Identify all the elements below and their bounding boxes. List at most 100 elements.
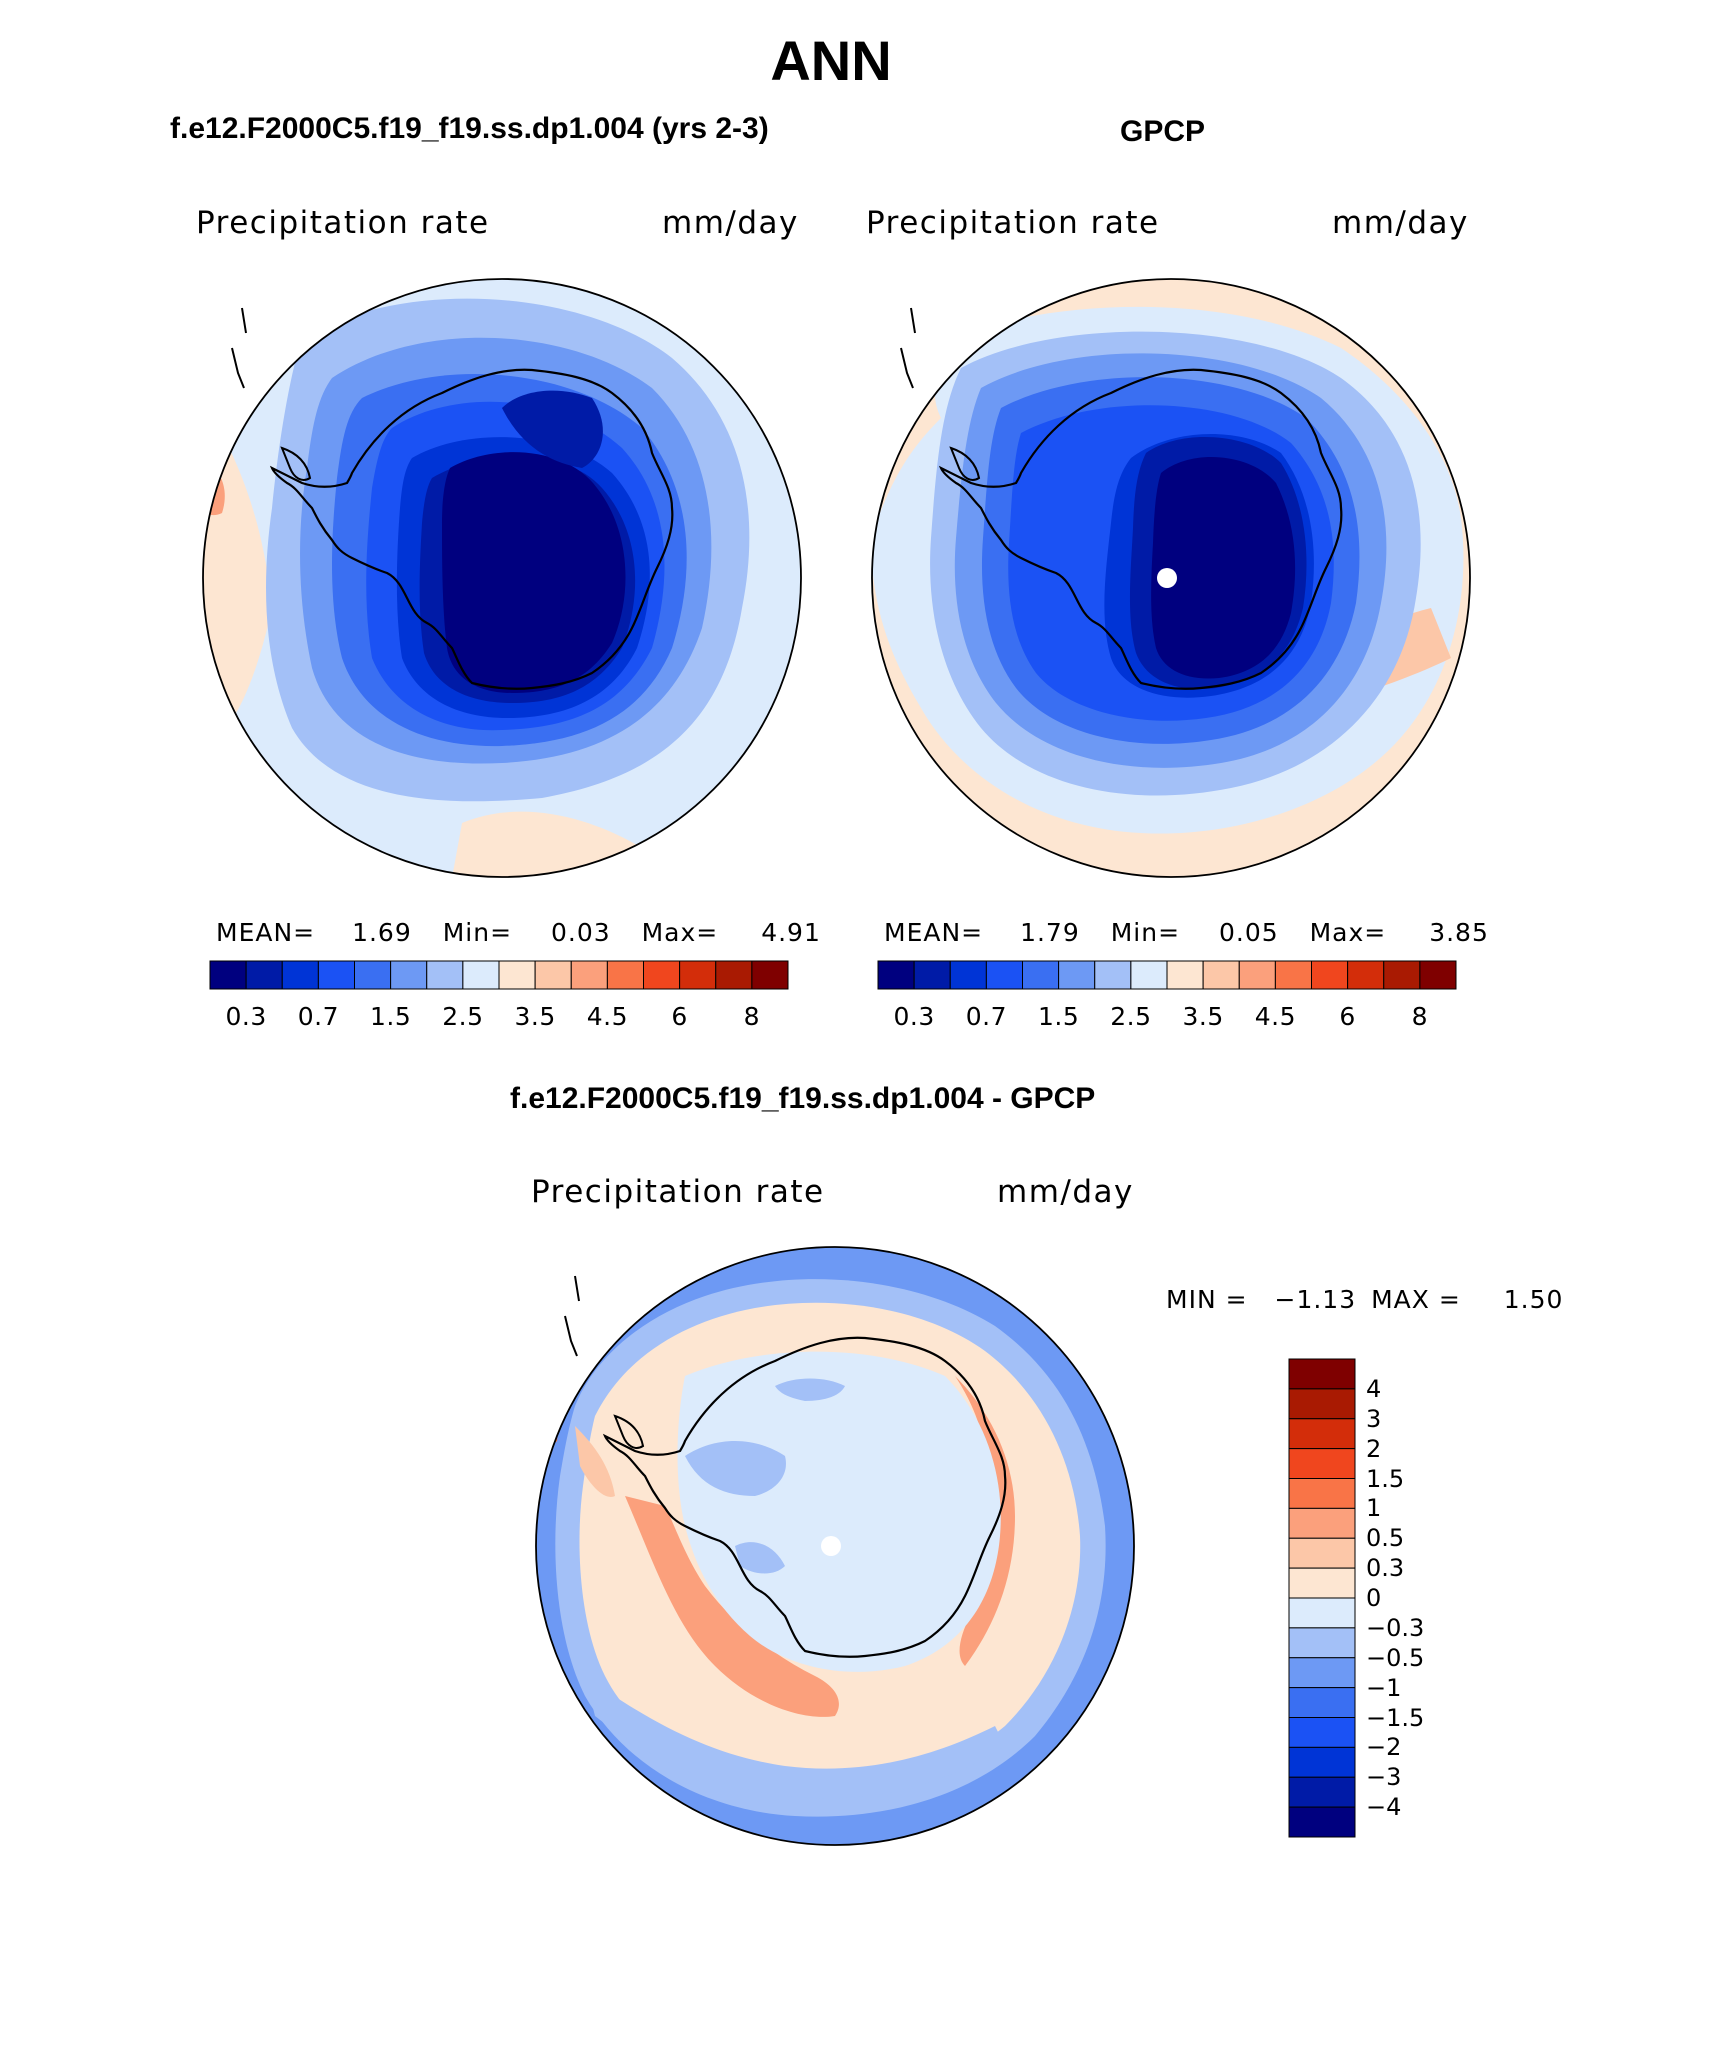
colorbar-tick-label: 0.3 bbox=[893, 1002, 935, 1031]
colorbar-tick-label: 1 bbox=[1366, 1494, 1382, 1523]
obs-colorbar bbox=[877, 960, 1457, 990]
colorbar-tick-label: 4.5 bbox=[586, 1002, 629, 1031]
model-units-label: mm/day bbox=[662, 205, 799, 241]
colorbar-swatch bbox=[1288, 1627, 1356, 1659]
colorbar-swatch bbox=[354, 960, 392, 990]
max-value: 4.91 bbox=[761, 918, 821, 947]
colorbar-swatch bbox=[1288, 1806, 1356, 1838]
diff-colorbar bbox=[1288, 1358, 1356, 1838]
colorbar-tick-label: −1 bbox=[1366, 1673, 1402, 1702]
colorbar-tick-label: 0.7 bbox=[965, 1002, 1008, 1031]
colorbar-tick-label: 4.5 bbox=[1254, 1002, 1297, 1031]
colorbar-swatch bbox=[1022, 960, 1060, 990]
colorbar-swatch bbox=[1288, 1597, 1356, 1629]
colorbar-swatch bbox=[1288, 1687, 1356, 1718]
model-stats: MEAN= 1.69 Min= 0.03 Max= 4.91 bbox=[216, 918, 821, 947]
colorbar-swatch bbox=[1288, 1358, 1356, 1390]
colorbar-swatch bbox=[534, 960, 572, 990]
colorbar-swatch bbox=[1288, 1448, 1356, 1479]
colorbar-swatch bbox=[426, 960, 464, 990]
obs-colorbar-ticks: 0.3 0.7 1.5 2.5 3.5 4.5 6 8 bbox=[877, 1002, 1457, 1034]
colorbar-swatch bbox=[949, 960, 987, 990]
colorbar-tick-label: 0.3 bbox=[225, 1002, 267, 1031]
obs-stats: MEAN= 1.79 Min= 0.05 Max= 3.85 bbox=[884, 918, 1489, 947]
min-label: MIN = bbox=[1166, 1285, 1248, 1314]
colorbar-tick-label: −4 bbox=[1366, 1793, 1402, 1822]
colorbar-swatch bbox=[751, 960, 789, 990]
colorbar-swatch bbox=[1288, 1478, 1356, 1509]
colorbar-swatch bbox=[1288, 1418, 1356, 1450]
colorbar-swatch bbox=[606, 960, 644, 990]
colorbar-tick-label: 8 bbox=[1411, 1002, 1429, 1031]
colorbar-swatch bbox=[679, 960, 717, 990]
colorbar-swatch bbox=[462, 960, 500, 990]
mean-value: 1.69 bbox=[352, 918, 412, 947]
colorbar-swatch bbox=[281, 960, 319, 990]
colorbar-tick-label: −0.3 bbox=[1366, 1613, 1425, 1642]
colorbar-tick-label: 4 bbox=[1366, 1374, 1382, 1403]
model-panel-title: f.e12.F2000C5.f19_f19.ss.dp1.004 (yrs 2-… bbox=[170, 112, 769, 145]
colorbar-tick-label: 1.5 bbox=[369, 1002, 412, 1031]
max-label: Max= bbox=[1309, 918, 1387, 947]
colorbar-swatch bbox=[390, 960, 428, 990]
colorbar-swatch bbox=[209, 960, 247, 990]
colorbar-swatch bbox=[1274, 960, 1312, 990]
colorbar-swatch bbox=[1288, 1776, 1356, 1808]
max-value: 3.85 bbox=[1429, 918, 1489, 947]
diff-colorbar-ticks: 4 3 2 1.5 1 0.5 0.3 0 −0.3 −0.5 −1 −1.5 −2 −3 −4 bbox=[1366, 1358, 1486, 1838]
min-label: Min= bbox=[442, 918, 513, 947]
colorbar-swatch bbox=[1288, 1717, 1356, 1748]
mean-value: 1.79 bbox=[1020, 918, 1080, 947]
colorbar-swatch bbox=[1347, 960, 1385, 990]
colorbar-swatch bbox=[985, 960, 1023, 990]
colorbar-swatch bbox=[1058, 960, 1096, 990]
colorbar-swatch bbox=[1288, 1537, 1356, 1569]
diff-stats: MIN = −1.13 MAX = 1.50 bbox=[1166, 1285, 1563, 1314]
colorbar-tick-label: 8 bbox=[743, 1002, 761, 1031]
colorbar-swatch bbox=[1419, 960, 1457, 990]
colorbar-swatch bbox=[1311, 960, 1349, 990]
pole-marker bbox=[1157, 568, 1177, 588]
min-value: 0.03 bbox=[550, 918, 611, 947]
colorbar-tick-label: 3.5 bbox=[514, 1002, 556, 1031]
max-value: 1.50 bbox=[1503, 1285, 1564, 1314]
pole-marker bbox=[821, 1536, 841, 1556]
colorbar-tick-label: 1.5 bbox=[1037, 1002, 1080, 1031]
colorbar-swatch bbox=[317, 960, 355, 990]
diff-panel-title: f.e12.F2000C5.f19_f19.ss.dp1.004 - GPCP bbox=[510, 1082, 1096, 1115]
colorbar-swatch bbox=[1288, 1567, 1356, 1599]
obs-units-label: mm/day bbox=[1332, 205, 1469, 241]
obs-panel-title: GPCP bbox=[1120, 115, 1206, 148]
colorbar-swatch bbox=[913, 960, 951, 990]
colorbar-swatch bbox=[245, 960, 283, 990]
colorbar-swatch bbox=[643, 960, 681, 990]
colorbar-swatch bbox=[1288, 1388, 1356, 1420]
colorbar-swatch bbox=[570, 960, 608, 990]
colorbar-swatch bbox=[1288, 1507, 1356, 1539]
obs-variable-label: Precipitation rate bbox=[866, 205, 1160, 241]
max-label: Max= bbox=[641, 918, 719, 947]
model-colorbar bbox=[209, 960, 789, 990]
min-value: 0.05 bbox=[1218, 918, 1279, 947]
colorbar-swatch bbox=[1202, 960, 1240, 990]
colorbar-swatch bbox=[1094, 960, 1132, 990]
colorbar-swatch bbox=[1166, 960, 1204, 990]
colorbar-swatch bbox=[1383, 960, 1421, 990]
figure-title: ANN bbox=[770, 29, 892, 92]
colorbar-tick-label: −1.5 bbox=[1366, 1703, 1425, 1732]
colorbar-tick-label: −0.5 bbox=[1366, 1643, 1425, 1672]
colorbar-tick-label: 2.5 bbox=[442, 1002, 484, 1031]
colorbar-tick-label: 2.5 bbox=[1110, 1002, 1152, 1031]
colorbar-swatch bbox=[1288, 1746, 1356, 1778]
colorbar-tick-label: 3 bbox=[1366, 1404, 1382, 1433]
colorbar-tick-label: 0.3 bbox=[1366, 1554, 1405, 1583]
model-colorbar-ticks: 0.3 0.7 1.5 2.5 3.5 4.5 6 8 bbox=[209, 1002, 789, 1034]
colorbar-swatch bbox=[498, 960, 536, 990]
min-value: −1.13 bbox=[1274, 1285, 1357, 1314]
colorbar-tick-label: −2 bbox=[1366, 1733, 1402, 1762]
colorbar-tick-label: 3.5 bbox=[1182, 1002, 1224, 1031]
colorbar-tick-label: −3 bbox=[1366, 1763, 1402, 1792]
colorbar-swatch bbox=[1130, 960, 1168, 990]
colorbar-tick-label: 2 bbox=[1366, 1434, 1382, 1463]
model-variable-label: Precipitation rate bbox=[196, 205, 490, 241]
